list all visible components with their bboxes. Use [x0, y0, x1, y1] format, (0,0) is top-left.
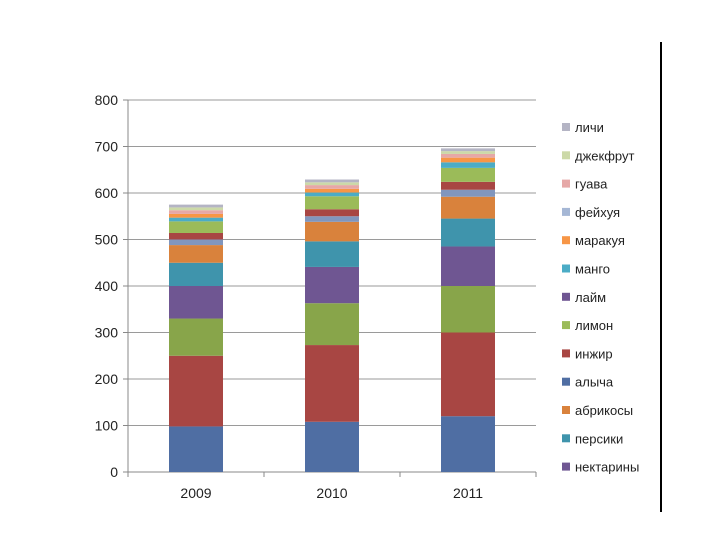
bar-segment-фейхуя [305, 216, 359, 222]
y-tick-label: 400 [95, 278, 119, 294]
x-tick-label: 2010 [316, 485, 347, 501]
bar-segment-маракуя [441, 157, 495, 163]
legend-swatch [562, 377, 570, 386]
legend-swatch [562, 462, 570, 471]
bar-segment-джекфрут [305, 182, 359, 186]
y-tick-label: 800 [95, 92, 119, 108]
bar-segment-лимон [305, 303, 359, 346]
legend-label: абрикосы [575, 403, 633, 418]
bar-segment-нектарины [305, 421, 359, 472]
bar-segment-личи [305, 179, 359, 183]
legend-label: нектарины [575, 460, 639, 475]
bar-segment-личи [441, 148, 495, 152]
bar-segment-маракуя [305, 188, 359, 193]
legend-swatch [562, 207, 570, 216]
bars [169, 148, 495, 472]
bar-segment-лимон [441, 286, 495, 333]
y-tick-label: 500 [95, 232, 119, 248]
bar-segment-лимон [441, 167, 495, 182]
legend-swatch [562, 123, 570, 131]
bar-segment-лимон [305, 196, 359, 210]
y-tick-label: 700 [95, 139, 119, 155]
legend-label: личи [575, 120, 604, 135]
bar-segment-джекфрут [441, 151, 495, 154]
bar-segment-манго [169, 262, 223, 286]
x-tick-label: 2009 [180, 485, 211, 501]
legend-label: инжир [575, 346, 613, 361]
legend-swatch [562, 434, 570, 443]
bar-segment-инжир [169, 355, 223, 427]
bar-segment-нектарины [441, 416, 495, 472]
bar-segment-инжир [441, 332, 495, 417]
bar-segment-абрикосы [169, 245, 223, 263]
legend-swatch [562, 236, 570, 245]
bar-segment-инжир [305, 209, 359, 217]
bar-segment-фейхуя [441, 189, 495, 197]
legend-label: лимон [575, 318, 613, 333]
bar-segment-манго [169, 217, 223, 222]
legend-label: персики [575, 431, 623, 446]
bar-segment-манго [305, 241, 359, 267]
y-tick-label: 200 [95, 371, 119, 387]
bar-segment-манго [441, 218, 495, 247]
bar-segment-абрикосы [305, 221, 359, 242]
y-tick-label: 100 [95, 418, 119, 434]
y-tick-label: 600 [95, 185, 119, 201]
bar-segment-абрикосы [441, 196, 495, 219]
y-tick-labels: 0 100 200 300 400 500 600 700 800 [95, 92, 119, 480]
y-tick-label: 300 [95, 325, 119, 341]
bar-segment-гуава [441, 153, 495, 158]
legend-swatch [562, 406, 570, 414]
bar-segment-лайм [441, 246, 495, 286]
legend: личи джекфрут гуава фейхуя маракуя манго лайм л… [562, 120, 639, 475]
bar-segment-фейхуя [169, 239, 223, 246]
legend-swatch [562, 151, 570, 160]
x-tick-labels: 2009 2010 2011 [127, 472, 537, 501]
legend-swatch [562, 264, 570, 273]
slide-divider-line [660, 42, 662, 512]
bar-segment-инжир [169, 232, 223, 240]
bar-segment-лимон [169, 318, 223, 356]
bar-segment-личи [169, 204, 223, 208]
legend-swatch [562, 349, 570, 358]
legend-label: джекфрут [575, 148, 634, 163]
legend-swatch [562, 179, 570, 188]
bar-segment-лимон [169, 221, 223, 233]
bar-segment-лайм [305, 266, 359, 304]
bar-segment-инжир [441, 181, 495, 190]
legend-label: манго [575, 262, 610, 277]
legend-swatch [562, 321, 570, 330]
bar-segment-манго [441, 162, 495, 168]
bar-segment-нектарины [169, 426, 223, 472]
bar-segment-гуава [169, 210, 223, 214]
legend-swatch [562, 292, 570, 301]
bar-segment-гуава [305, 185, 359, 189]
legend-label: маракуя [575, 233, 625, 248]
x-tick-label: 2011 [453, 485, 483, 501]
bar-segment-джекфрут [169, 207, 223, 211]
y-tick-label: 0 [110, 464, 118, 480]
legend-label: фейхуя [575, 205, 620, 220]
bar-segment-лайм [169, 286, 223, 319]
bar-segment-инжир [305, 345, 359, 422]
bar-segment-маракуя [169, 213, 223, 218]
legend-label: лайм [575, 290, 606, 305]
bar-segment-манго [305, 192, 359, 197]
legend-label: гуава [575, 177, 608, 192]
legend-label: алыча [575, 375, 614, 390]
